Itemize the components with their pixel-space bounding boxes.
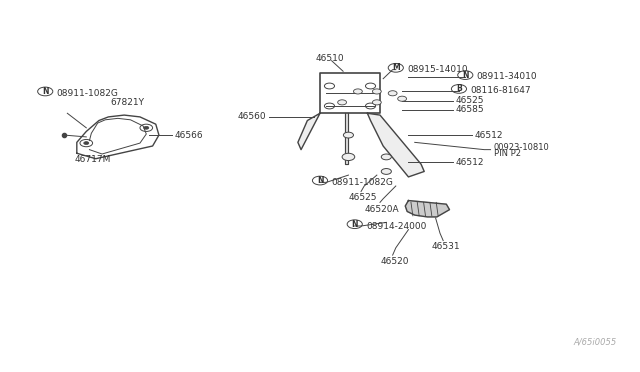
Text: N: N xyxy=(462,71,468,80)
Text: 46585: 46585 xyxy=(456,105,484,114)
Text: 46510: 46510 xyxy=(315,54,344,63)
Text: M: M xyxy=(392,63,399,72)
Circle shape xyxy=(381,169,392,174)
Circle shape xyxy=(84,142,89,145)
Text: B: B xyxy=(456,84,462,93)
Circle shape xyxy=(344,132,353,138)
Text: 08911-1082G: 08911-1082G xyxy=(332,178,393,187)
Polygon shape xyxy=(367,113,424,177)
Circle shape xyxy=(372,100,381,105)
Text: 08914-24000: 08914-24000 xyxy=(366,221,426,231)
Text: 67821Y: 67821Y xyxy=(110,98,145,107)
Text: 46531: 46531 xyxy=(432,243,461,251)
Text: 08911-1082G: 08911-1082G xyxy=(56,89,118,98)
Text: 46566: 46566 xyxy=(175,131,204,140)
Circle shape xyxy=(372,89,381,94)
Text: 46520A: 46520A xyxy=(365,205,399,214)
Circle shape xyxy=(338,100,346,105)
Text: 46525: 46525 xyxy=(456,96,484,105)
Text: 46560: 46560 xyxy=(237,112,266,121)
Circle shape xyxy=(381,154,392,160)
Text: 08911-34010: 08911-34010 xyxy=(477,73,537,81)
Polygon shape xyxy=(345,113,348,164)
Text: 08116-81647: 08116-81647 xyxy=(470,86,531,95)
Circle shape xyxy=(353,89,362,94)
Polygon shape xyxy=(298,113,320,150)
Text: 08915-14010: 08915-14010 xyxy=(407,65,468,74)
Circle shape xyxy=(397,96,406,101)
Text: N: N xyxy=(317,176,323,185)
Text: A/65i0055: A/65i0055 xyxy=(573,337,617,346)
Text: PIN P2: PIN P2 xyxy=(493,149,521,158)
Text: 46512: 46512 xyxy=(456,158,484,167)
Circle shape xyxy=(144,126,149,129)
Text: 46512: 46512 xyxy=(475,131,503,140)
Text: 46520: 46520 xyxy=(380,257,409,266)
Text: N: N xyxy=(351,220,358,229)
Text: N: N xyxy=(42,87,49,96)
Polygon shape xyxy=(405,201,449,217)
Text: 00923-10810: 00923-10810 xyxy=(493,142,550,151)
Text: 46717M: 46717M xyxy=(74,155,111,164)
Circle shape xyxy=(388,91,397,96)
Text: 46525: 46525 xyxy=(349,193,377,202)
Circle shape xyxy=(342,153,355,161)
